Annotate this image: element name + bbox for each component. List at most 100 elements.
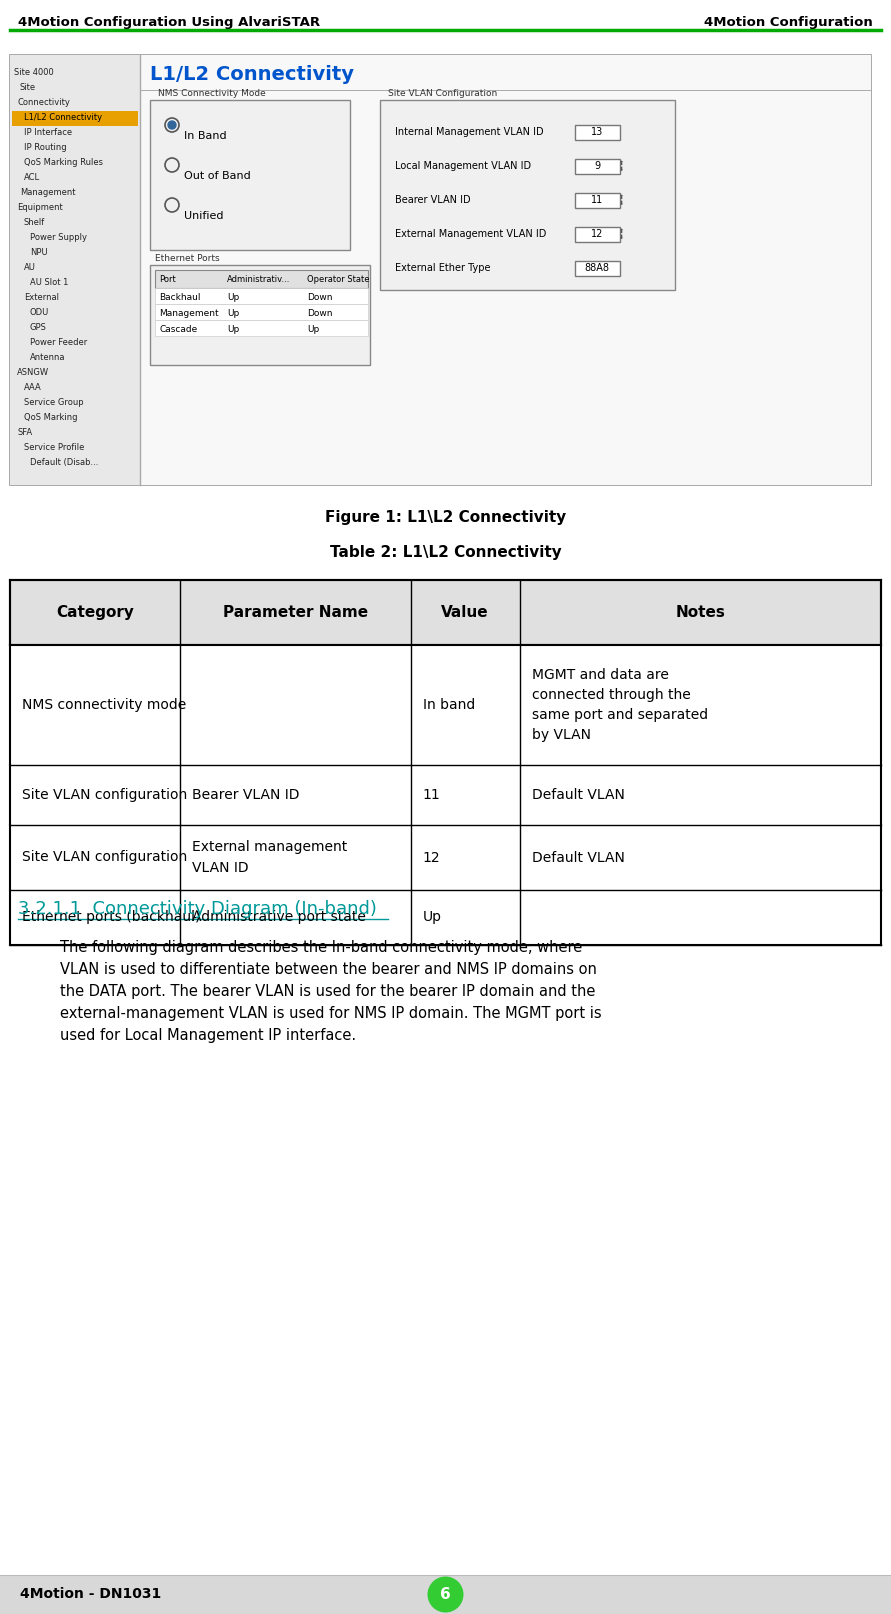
Text: 4Motion Configuration Using AlvariSTAR: 4Motion Configuration Using AlvariSTAR <box>18 16 320 29</box>
Text: 12: 12 <box>422 851 440 865</box>
Text: Shelf: Shelf <box>24 218 45 228</box>
Text: AU Slot 1: AU Slot 1 <box>30 278 69 287</box>
Text: 6: 6 <box>440 1587 451 1603</box>
Text: VLAN is used to differentiate between the bearer and NMS IP domains on: VLAN is used to differentiate between th… <box>60 962 597 976</box>
Text: Value: Value <box>441 605 489 620</box>
FancyBboxPatch shape <box>575 194 620 208</box>
Text: Ethernet ports (backhaul): Ethernet ports (backhaul) <box>22 910 200 925</box>
FancyBboxPatch shape <box>575 261 620 276</box>
Bar <box>0 1575 891 1614</box>
Text: the DATA port. The bearer VLAN is used for the bearer IP domain and the: the DATA port. The bearer VLAN is used f… <box>60 985 595 999</box>
FancyBboxPatch shape <box>575 160 620 174</box>
Bar <box>10 579 881 646</box>
Text: Bearer VLAN ID: Bearer VLAN ID <box>395 195 470 205</box>
Text: MGMT and data are: MGMT and data are <box>532 668 668 683</box>
Text: Port: Port <box>159 276 176 284</box>
FancyBboxPatch shape <box>575 228 620 242</box>
Text: Power Feeder: Power Feeder <box>30 337 87 347</box>
Text: Unified: Unified <box>184 211 224 221</box>
Text: Power Supply: Power Supply <box>30 232 87 242</box>
Text: 11: 11 <box>422 788 440 802</box>
Bar <box>150 100 350 250</box>
Text: Figure 1: L1\L2 Connectivity: Figure 1: L1\L2 Connectivity <box>325 510 566 525</box>
Text: Down: Down <box>307 308 332 318</box>
Text: Default VLAN: Default VLAN <box>532 788 625 802</box>
Text: ASNGW: ASNGW <box>17 368 49 378</box>
Text: Site: Site <box>20 82 37 92</box>
Text: Site VLAN configuration: Site VLAN configuration <box>22 851 187 865</box>
Text: Backhaul: Backhaul <box>159 292 200 302</box>
Text: IP Interface: IP Interface <box>24 128 72 137</box>
Text: L1/L2 Connectivity: L1/L2 Connectivity <box>150 65 354 84</box>
Text: Ethernet Ports: Ethernet Ports <box>155 253 219 263</box>
Text: Default (Disab...: Default (Disab... <box>30 458 98 466</box>
Text: External Management VLAN ID: External Management VLAN ID <box>395 229 546 239</box>
Text: Site VLAN configuration: Site VLAN configuration <box>22 788 187 802</box>
Text: Local Management VLAN ID: Local Management VLAN ID <box>395 161 531 171</box>
Text: Management: Management <box>159 308 218 318</box>
Circle shape <box>428 1577 463 1612</box>
Text: Service Profile: Service Profile <box>24 442 85 452</box>
Bar <box>10 765 881 825</box>
Bar <box>12 111 138 126</box>
Text: GPS: GPS <box>30 323 47 332</box>
Text: Category: Category <box>56 605 134 620</box>
Text: ACL: ACL <box>24 173 40 182</box>
Text: ODU: ODU <box>30 308 49 316</box>
Text: ⬆
⬇: ⬆ ⬇ <box>619 161 625 171</box>
Text: Management: Management <box>20 187 76 197</box>
Text: Parameter Name: Parameter Name <box>223 605 368 620</box>
Text: QoS Marking Rules: QoS Marking Rules <box>24 158 103 166</box>
Text: IP Routing: IP Routing <box>24 144 67 152</box>
Text: QoS Marking: QoS Marking <box>24 413 78 421</box>
Text: 88A8: 88A8 <box>584 263 609 273</box>
Text: External management: External management <box>192 841 347 854</box>
Text: 9: 9 <box>594 161 600 171</box>
Text: Up: Up <box>227 324 240 334</box>
Text: SFA: SFA <box>17 428 32 437</box>
Text: Up: Up <box>307 324 319 334</box>
Text: Site VLAN Configuration: Site VLAN Configuration <box>388 89 497 98</box>
Bar <box>10 55 140 484</box>
Text: The following diagram describes the In-band connectivity mode, where: The following diagram describes the In-b… <box>60 939 582 955</box>
Bar <box>10 646 881 765</box>
Text: Notes: Notes <box>675 605 725 620</box>
Circle shape <box>168 121 176 129</box>
Text: Up: Up <box>227 308 240 318</box>
Bar <box>10 889 881 946</box>
Bar <box>155 287 368 303</box>
Text: used for Local Management IP interface.: used for Local Management IP interface. <box>60 1028 356 1043</box>
Bar <box>155 320 368 336</box>
Bar <box>141 55 871 484</box>
Text: VLAN ID: VLAN ID <box>192 860 249 875</box>
Text: 4Motion - DN1031: 4Motion - DN1031 <box>20 1588 161 1601</box>
Text: Table 2: L1\L2 Connectivity: Table 2: L1\L2 Connectivity <box>330 546 561 560</box>
Text: Default VLAN: Default VLAN <box>532 851 625 865</box>
Text: Administrative port state: Administrative port state <box>192 910 365 925</box>
Bar <box>150 265 370 365</box>
Text: external-management VLAN is used for NMS IP domain. The MGMT port is: external-management VLAN is used for NMS… <box>60 1006 601 1022</box>
Text: Equipment: Equipment <box>17 203 62 211</box>
Text: Bearer VLAN ID: Bearer VLAN ID <box>192 788 299 802</box>
Text: AU: AU <box>24 263 36 273</box>
Text: 4Motion Configuration: 4Motion Configuration <box>704 16 873 29</box>
Text: Site 4000: Site 4000 <box>14 68 53 77</box>
Text: Internal Management VLAN ID: Internal Management VLAN ID <box>395 128 544 137</box>
Text: Connectivity: Connectivity <box>17 98 69 107</box>
Text: NMS connectivity mode: NMS connectivity mode <box>22 697 186 712</box>
Text: 12: 12 <box>591 229 603 239</box>
Text: ⬆
⬇: ⬆ ⬇ <box>619 195 625 205</box>
Bar <box>380 100 675 291</box>
FancyBboxPatch shape <box>575 124 620 140</box>
Bar <box>10 55 871 484</box>
Text: Up: Up <box>422 910 442 925</box>
Text: L1/L2 Connectivity: L1/L2 Connectivity <box>24 113 102 123</box>
Text: NMS Connectivity Mode: NMS Connectivity Mode <box>158 89 266 98</box>
Text: Service Group: Service Group <box>24 399 84 407</box>
Text: same port and separated: same port and separated <box>532 709 707 721</box>
Bar <box>10 825 881 889</box>
Text: In Band: In Band <box>184 131 226 140</box>
Text: External Ether Type: External Ether Type <box>395 263 491 273</box>
Text: by VLAN: by VLAN <box>532 728 591 742</box>
Bar <box>155 303 368 320</box>
